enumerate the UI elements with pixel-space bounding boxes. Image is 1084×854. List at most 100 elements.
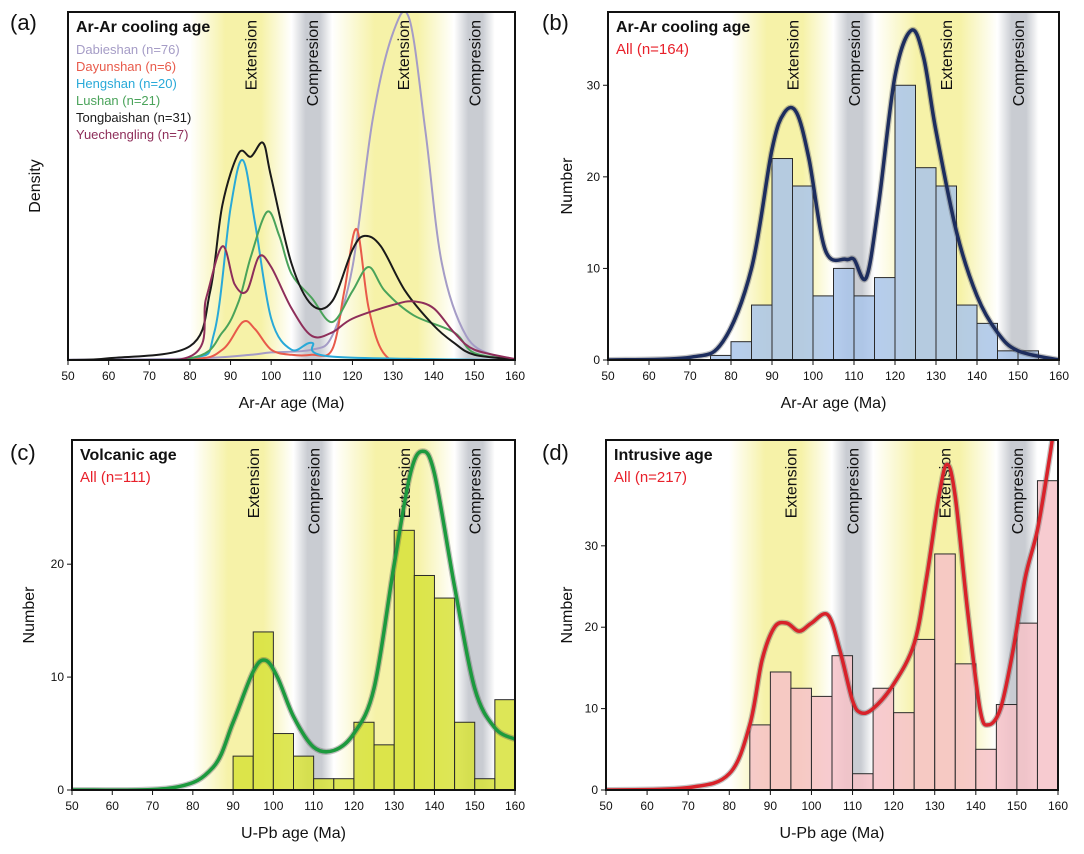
legend-entry: Tongbaishan (n=31) [76,110,191,125]
panel-letter: (a) [10,10,37,35]
plot-frame [71,439,516,791]
series-line [68,245,515,360]
x-tick-label: 100 [263,799,283,813]
chart-title: Ar-Ar cooling age [616,19,750,36]
y-tick-label: 0 [57,783,64,797]
x-axis-title: Ar-Ar age (Ma) [239,395,345,412]
chart-title: Ar-Ar cooling age [76,19,210,36]
legend-entry: Dayunshan (n=6) [76,59,176,74]
band-label: Compresion [1011,20,1028,106]
density-curve [72,449,515,790]
histogram-bar [831,655,854,790]
x-tick-label: 80 [186,799,200,813]
histogram-bar [751,304,773,360]
x-tick-label: 80 [723,799,737,813]
histogram-bar [769,671,792,790]
y-tick-label: 0 [593,353,600,367]
y-tick-label: 30 [587,78,601,92]
band-label: Compresion [1010,448,1027,534]
band-label: Extension [244,20,261,90]
y-axis-title: Number [21,586,38,644]
x-tick-label: 70 [143,369,157,383]
band-extension [332,12,455,360]
chart-title: Intrusive age [614,447,713,464]
histogram-bar [893,712,915,790]
x-tick-label: 110 [843,799,862,813]
x-tick-label: 90 [224,369,238,383]
histogram-bar [313,778,335,790]
x-tick-label: 160 [1048,799,1068,813]
x-axis-title: Ar-Ar age (Ma) [781,395,887,412]
legend-entry: Dabieshan (n=76) [76,42,180,57]
x-tick-label: 70 [146,799,160,813]
series-line [68,227,515,360]
histogram-bar [454,721,476,790]
curves [68,12,515,360]
bars [749,480,1058,790]
x-tick-label: 50 [601,369,615,383]
x-tick-label: 80 [183,369,197,383]
histogram-bar [771,158,793,360]
chart-subtitle: All (n=111) [80,469,151,486]
histogram-bar [853,295,875,360]
x-tick-label: 130 [926,369,946,383]
histogram-bar [333,778,355,790]
band-compresion [997,12,1039,360]
band-label: Extension [939,20,956,90]
band-label: Extension [397,448,414,518]
histogram-bar [393,529,415,790]
band-compresion [291,12,333,360]
x-tick-label: 50 [599,799,613,813]
x-tick-label: 120 [342,369,362,383]
histogram-bar [474,778,496,790]
x-tick-label: 130 [383,369,403,383]
histogram-bar [790,687,812,790]
plot-frame [67,11,516,361]
histogram-bar [954,663,977,790]
x-tick-label: 60 [640,799,654,813]
plot-frame [607,11,1060,361]
histogram-bar [894,84,916,360]
x-tick-label: 140 [424,369,444,383]
histogram-bar [852,773,874,790]
series-line [68,12,515,360]
x-tick-label: 120 [884,799,904,813]
histogram-bar [252,631,274,790]
histogram-bar [874,277,896,360]
bars [232,529,515,790]
density-curve [608,28,1059,360]
legend-entry: Lushan (n=21) [76,93,160,108]
y-axis-title: Density [27,159,44,212]
x-tick-label: 150 [465,799,485,813]
band-label: Compresion [847,20,864,106]
panel-d: Extension Compresion Extension Compresion50… [542,439,1068,842]
x-axis-title: U-Pb age (Ma) [241,825,346,842]
band-label: Compresion [846,448,863,534]
bands [189,12,495,360]
y-tick-label: 10 [587,261,601,275]
x-tick-label: 100 [803,369,823,383]
x-tick-label: 110 [304,799,323,813]
band-label: Compresion [468,448,485,534]
histogram-bar [913,638,936,790]
x-tick-label: 160 [505,799,525,813]
x-tick-label: 150 [464,369,484,383]
histogram-bar [975,748,997,790]
y-tick-label: 20 [51,557,65,571]
x-tick-label: 90 [764,799,778,813]
panel-a: Extension Compresion Extension Compresion 50… [10,10,525,412]
y-tick-label: 30 [585,539,599,553]
x-tick-label: 120 [344,799,364,813]
band-extension [192,440,294,790]
series-line [68,141,515,360]
curves [608,26,1059,360]
histogram-bar [232,755,254,790]
x-tick-label: 150 [1007,799,1027,813]
x-tick-label: 120 [885,369,905,383]
histogram-bar [494,699,515,790]
histogram-bar [833,267,855,360]
x-tick-label: 60 [642,369,656,383]
x-axis-title: U-Pb age (Ma) [780,825,885,842]
x-tick-label: 80 [724,369,738,383]
